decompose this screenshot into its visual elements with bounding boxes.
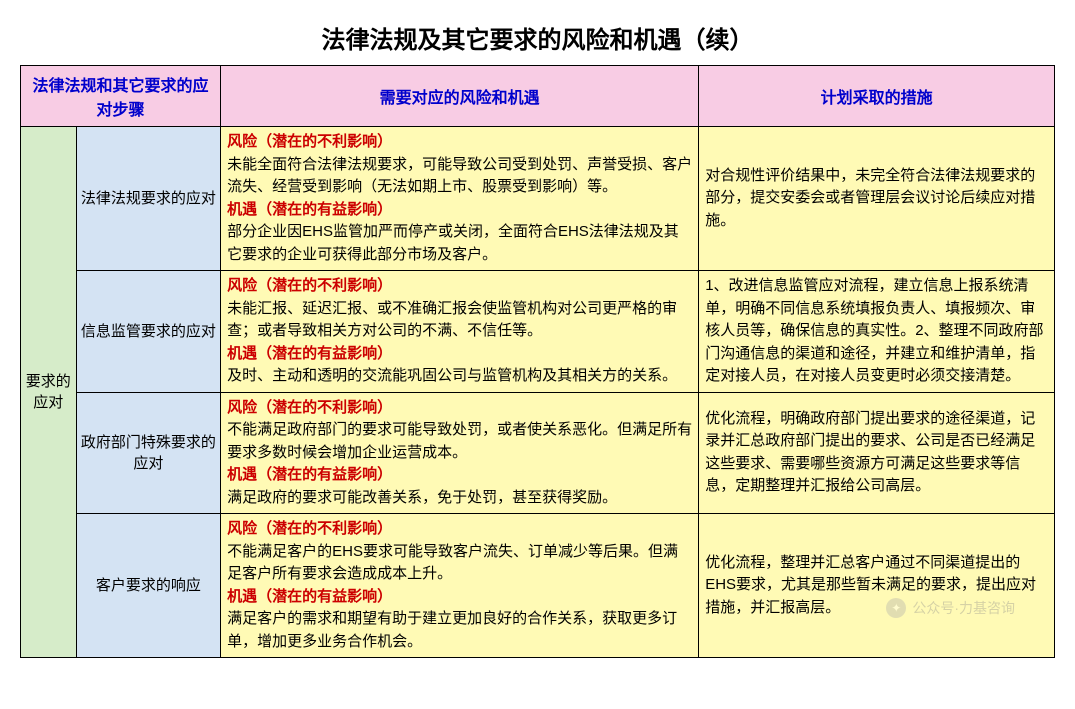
risk-text: 不能满足客户的EHS要求可能导致客户流失、订单减少等后果。但满足客户所有要求会造… — [227, 543, 678, 583]
opportunity-text: 部分企业因EHS监管加严而停产或关闭，全面符合EHS法律法规及其它要求的企业可获… — [227, 223, 679, 263]
risk-cell: 风险（潜在的不利影响） 未能全面符合法律法规要求，可能导致公司受到处罚、声誉受损… — [221, 127, 699, 271]
table-row: 客户要求的响应 风险（潜在的不利影响） 不能满足客户的EHS要求可能导致客户流失… — [21, 514, 1055, 658]
wechat-icon: ✦ — [886, 598, 906, 618]
risk-text: 不能满足政府部门的要求可能导致处罚，或者使关系恶化。但满足所有要求多数时候会增加… — [227, 421, 692, 461]
opportunity-label: 机遇（潜在的有益影响） — [227, 466, 392, 483]
risk-text: 未能全面符合法律法规要求，可能导致公司受到处罚、声誉受损、客户流失、经营受到影响… — [227, 156, 692, 196]
plan-cell: 优化流程，明确政府部门提出要求的途径渠道，记录并汇总政府部门提出的要求、公司是否… — [699, 392, 1055, 514]
risk-text: 未能汇报、延迟汇报、或不准确汇报会使监管机构对公司更严格的审查；或者导致相关方对… — [227, 300, 677, 340]
risk-cell: 风险（潜在的不利影响） 未能汇报、延迟汇报、或不准确汇报会使监管机构对公司更严格… — [221, 271, 699, 393]
opportunity-label: 机遇（潜在的有益影响） — [227, 588, 392, 605]
watermark: ✦ 公众号·力基咨询 — [886, 598, 1015, 618]
plan-cell: 优化流程，整理并汇总客户通过不同渠道提出的EHS要求，尤其是那些暂未满足的要求，… — [699, 514, 1055, 658]
risk-table: 法律法规和其它要求的应对步骤 需要对应的风险和机遇 计划采取的措施 要求的应对 … — [20, 65, 1055, 658]
risk-cell: 风险（潜在的不利影响） 不能满足政府部门的要求可能导致处罚，或者使关系恶化。但满… — [221, 392, 699, 514]
header-steps: 法律法规和其它要求的应对步骤 — [21, 66, 221, 127]
header-plan: 计划采取的措施 — [699, 66, 1055, 127]
header-risk: 需要对应的风险和机遇 — [221, 66, 699, 127]
risk-cell: 风险（潜在的不利影响） 不能满足客户的EHS要求可能导致客户流失、订单减少等后果… — [221, 514, 699, 658]
page-title: 法律法规及其它要求的风险和机遇（续） — [20, 20, 1055, 55]
table-header-row: 法律法规和其它要求的应对步骤 需要对应的风险和机遇 计划采取的措施 — [21, 66, 1055, 127]
risk-label: 风险（潜在的不利影响） — [227, 133, 392, 150]
table-row: 信息监管要求的应对 风险（潜在的不利影响） 未能汇报、延迟汇报、或不准确汇报会使… — [21, 271, 1055, 393]
step-cell: 政府部门特殊要求的应对 — [76, 392, 221, 514]
risk-label: 风险（潜在的不利影响） — [227, 277, 392, 294]
step-cell: 法律法规要求的应对 — [76, 127, 221, 271]
risk-label: 风险（潜在的不利影响） — [227, 399, 392, 416]
table-row: 要求的应对 法律法规要求的应对 风险（潜在的不利影响） 未能全面符合法律法规要求… — [21, 127, 1055, 271]
plan-cell: 1、改进信息监管应对流程，建立信息上报系统清单，明确不同信息系统填报负责人、填报… — [699, 271, 1055, 393]
document-container: 法律法规及其它要求的风险和机遇（续） 法律法规和其它要求的应对步骤 需要对应的风… — [20, 20, 1055, 658]
watermark-text: 公众号·力基咨询 — [912, 598, 1015, 618]
opportunity-label: 机遇（潜在的有益影响） — [227, 201, 392, 218]
opportunity-text: 满足政府的要求可能改善关系，免于处罚，甚至获得奖励。 — [227, 489, 617, 506]
table-row: 政府部门特殊要求的应对 风险（潜在的不利影响） 不能满足政府部门的要求可能导致处… — [21, 392, 1055, 514]
step-cell: 信息监管要求的应对 — [76, 271, 221, 393]
side-category-cell: 要求的应对 — [21, 127, 77, 658]
side-category-label: 要求的应对 — [26, 373, 71, 411]
opportunity-text: 满足客户的需求和期望有助于建立更加良好的合作关系，获取更多订单，增加更多业务合作… — [227, 610, 677, 650]
plan-cell: 对合规性评价结果中，未完全符合法律法规要求的部分，提交安委会或者管理层会议讨论后… — [699, 127, 1055, 271]
opportunity-label: 机遇（潜在的有益影响） — [227, 345, 392, 362]
step-cell: 客户要求的响应 — [76, 514, 221, 658]
opportunity-text: 及时、主动和透明的交流能巩固公司与监管机构及其相关方的关系。 — [227, 367, 677, 384]
risk-label: 风险（潜在的不利影响） — [227, 520, 392, 537]
